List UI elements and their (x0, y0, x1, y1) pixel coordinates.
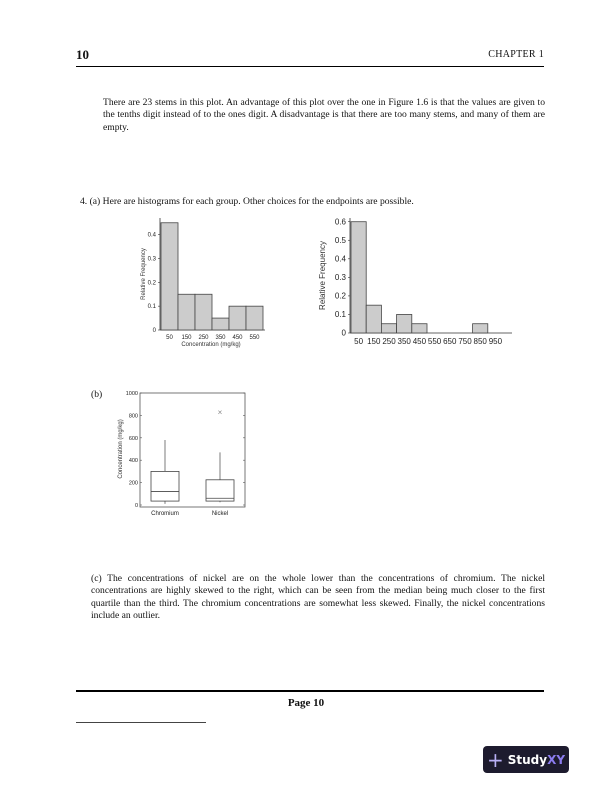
y-tick-label: 0.5 (335, 236, 347, 245)
group-label: Nickel (212, 511, 228, 517)
brand-suffix: XY (547, 752, 566, 767)
histogram-bar (160, 222, 179, 331)
studyxy-badge[interactable]: + StudyXY (483, 746, 569, 773)
y-tick-label: 0.4 (148, 233, 157, 239)
header-rule (76, 66, 544, 67)
y-tick-label: 0.1 (335, 310, 347, 319)
x-tick-label: 150 (181, 335, 192, 341)
y-tick-label: 800 (129, 413, 138, 419)
histogram-nickel: 50 150 250 350 450 550 650 750 850 950 0 0.1 0.2 0.3 0… (318, 217, 512, 346)
outlier-marker: × (218, 408, 223, 417)
x-tick-label: 550 (249, 335, 260, 341)
x-tick-label: 350 (398, 337, 412, 346)
question-4b-label: (b) (91, 389, 103, 400)
y-tick-label: 0.3 (335, 273, 347, 282)
x-tick-label: 450 (413, 337, 427, 346)
histogram-bar (211, 317, 230, 331)
y-axis-label: Concentration (mg/kg) (118, 419, 124, 478)
y-axis-label: Relative Frequency (141, 248, 147, 300)
y-tick-label: 0 (135, 503, 138, 509)
intro-paragraph: There are 23 stems in this plot. An adva… (103, 97, 545, 133)
histogram-bar (411, 323, 428, 334)
histogram-bar (228, 305, 247, 331)
x-tick-label: 450 (232, 335, 243, 341)
y-tick-label: 0 (153, 328, 157, 334)
y-tick-label: 0 (342, 329, 347, 338)
y-tick-label: 0.4 (335, 254, 347, 263)
x-tick-label: 50 (354, 337, 363, 346)
histogram-bar (194, 293, 213, 331)
group-label: Chromium (151, 511, 179, 517)
histogram-bar (396, 314, 413, 334)
x-tick-label: 550 (428, 337, 442, 346)
histogram-bar (177, 293, 196, 331)
y-tick-label: 0.1 (148, 304, 157, 310)
page-number: 10 (76, 47, 89, 62)
y-axis-label: Relative Frequency (318, 241, 327, 310)
x-tick-label: 650 (443, 337, 457, 346)
boxplot: 0 200 400 600 800 1000 Concentration (mg/kg) Ch… (118, 391, 246, 517)
x-tick-label: 950 (489, 337, 503, 346)
histogram-chromium: 50 150 250 350 450 550 0 0.1 0.2 0.3 0.4 Relative F… (141, 218, 265, 348)
question-4c: (c) The concentrations of nickel are on … (91, 573, 545, 622)
y-tick-label: 0.2 (335, 292, 347, 301)
question-4a: 4. (a) Here are histograms for each grou… (80, 196, 414, 207)
y-tick-label: 400 (129, 458, 138, 464)
y-tick-label: 1000 (126, 391, 138, 397)
x-tick-label: 750 (458, 337, 472, 346)
x-tick-label: 150 (367, 337, 381, 346)
histogram-bar (381, 323, 398, 334)
y-tick-label: 600 (129, 436, 138, 442)
histogram-bar (245, 305, 264, 331)
chapter-title: CHAPTER 1 (488, 49, 544, 60)
box (205, 479, 235, 502)
plot-frame (139, 392, 246, 508)
x-tick-label: 50 (166, 335, 173, 341)
brand-prefix: Study (507, 752, 548, 767)
histogram-bar (472, 323, 489, 334)
y-tick-label: 200 (129, 481, 138, 487)
y-tick-label: 0.3 (148, 257, 157, 263)
histogram-bar (365, 304, 382, 334)
footer-rule (76, 690, 544, 692)
plus-icon: + (486, 747, 504, 772)
histogram-bar (350, 221, 367, 334)
x-tick-label: 850 (474, 337, 488, 346)
x-tick-label: 250 (198, 335, 209, 341)
y-tick-label: 0.6 (335, 217, 347, 226)
x-tick-label: 350 (215, 335, 226, 341)
y-tick-label: 0.2 (148, 280, 157, 286)
x-tick-label: 250 (382, 337, 396, 346)
x-axis-label: Concentration (mg/kg) (181, 342, 240, 348)
page-label: Page 10 (287, 697, 325, 709)
footnote-rule (76, 722, 206, 723)
box (150, 471, 180, 502)
